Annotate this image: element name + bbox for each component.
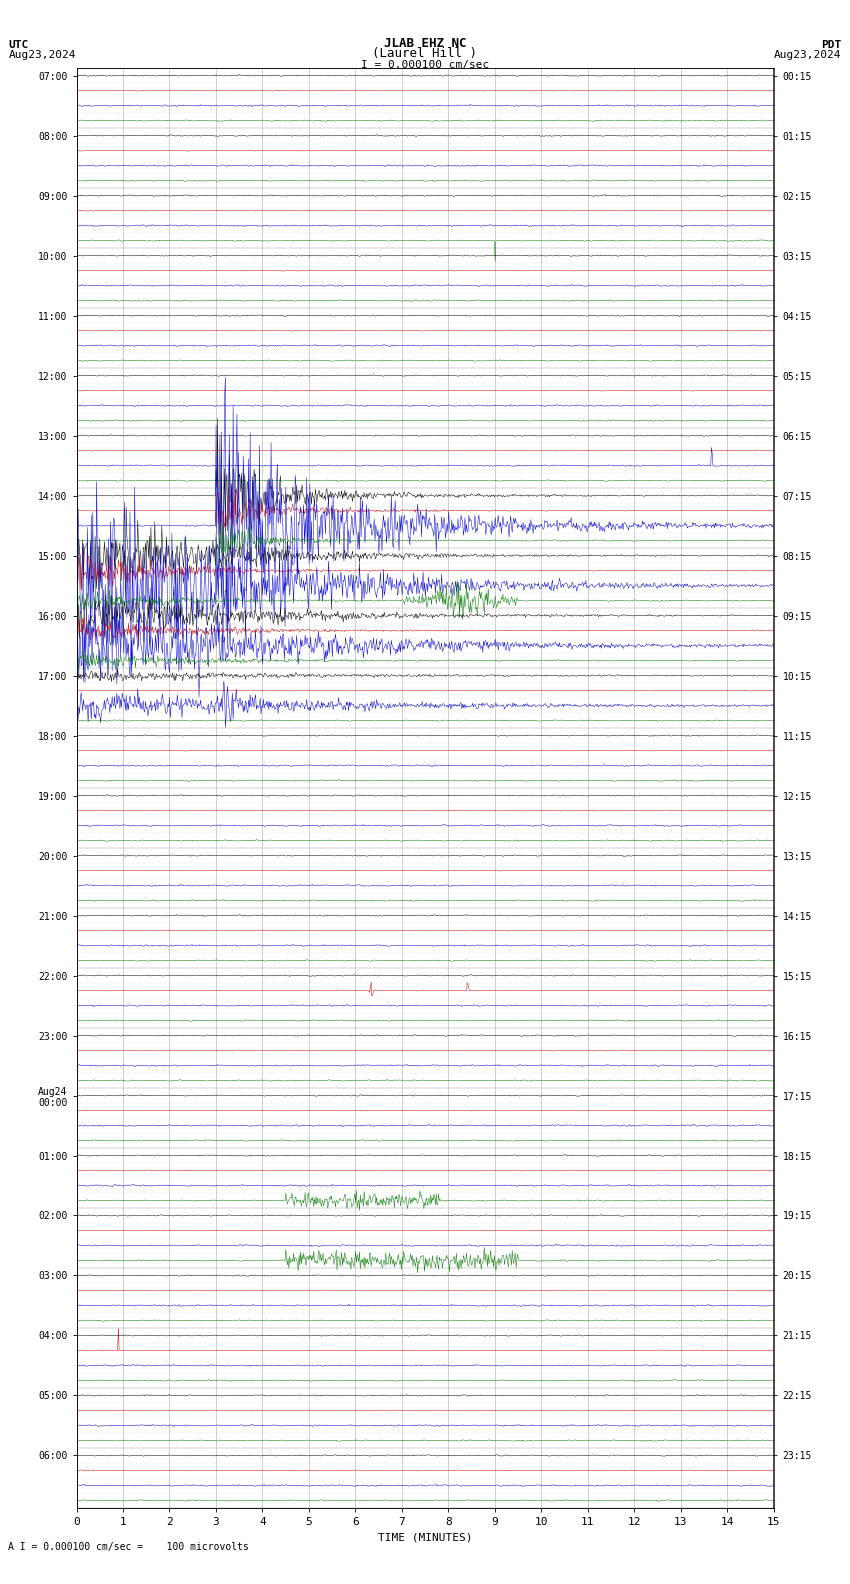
Text: Aug23,2024: Aug23,2024 [8,51,76,60]
X-axis label: TIME (MINUTES): TIME (MINUTES) [377,1533,473,1543]
Text: Aug23,2024: Aug23,2024 [774,51,842,60]
Text: JLAB EHZ NC: JLAB EHZ NC [383,36,467,49]
Text: UTC: UTC [8,40,29,49]
Text: A I = 0.000100 cm/sec =    100 microvolts: A I = 0.000100 cm/sec = 100 microvolts [8,1543,249,1552]
Text: I = 0.000100 cm/sec: I = 0.000100 cm/sec [361,60,489,70]
Text: PDT: PDT [821,40,842,49]
Text: (Laurel Hill ): (Laurel Hill ) [372,48,478,60]
